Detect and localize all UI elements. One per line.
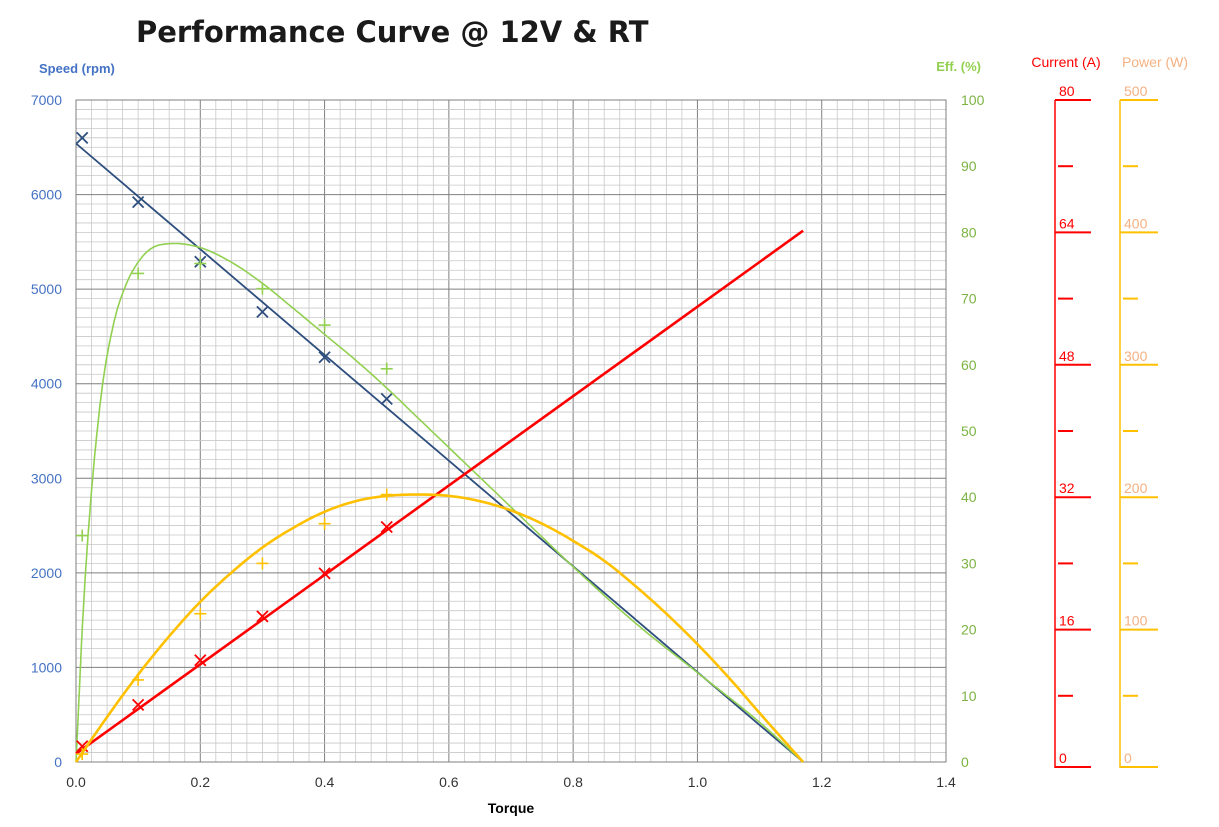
power-marker <box>318 517 331 530</box>
x-tick-label: 0.0 <box>66 774 86 790</box>
x-tick-label: 0.6 <box>439 774 459 790</box>
efficiency-marker <box>132 267 145 280</box>
speed-tick-label: 7000 <box>31 92 62 108</box>
plot-frame <box>75 99 947 763</box>
speed-tick-label: 5000 <box>31 281 62 297</box>
efficiency-marker <box>380 362 393 375</box>
current-curve <box>75 229 804 755</box>
current-axis-label: Current (A) <box>1031 54 1100 70</box>
power-marker <box>256 557 269 570</box>
efficiency-tick-label: 30 <box>961 555 977 571</box>
chart-title: Performance Curve @ 12V & RT <box>136 15 649 49</box>
power-curve <box>74 493 805 763</box>
speed-axis-label: Speed (rpm) <box>39 61 115 76</box>
x-axis-label: Torque <box>488 800 535 816</box>
efficiency-tick-label: 40 <box>961 489 977 505</box>
x-tick-label: 1.2 <box>812 774 832 790</box>
axis-ticks: 0.0 0.2 0.4 0.6 0.8 1.0 1.2 1.40100020003000400… <box>31 92 985 790</box>
efficiency-tick-label: 100 <box>961 92 985 108</box>
current-marker <box>256 610 269 623</box>
current-scale-label: 48 <box>1059 348 1075 364</box>
marker-stroke <box>132 196 145 209</box>
x-tick-label: 0.8 <box>563 774 583 790</box>
speed-tick-label: 3000 <box>31 470 62 486</box>
marker-stroke <box>256 610 269 623</box>
marker-stroke <box>380 520 393 534</box>
power-scale-label: 0 <box>1124 750 1132 766</box>
power-scale-label: 500 <box>1124 83 1148 99</box>
efficiency-marker <box>256 282 269 295</box>
current-marker <box>194 654 207 667</box>
power-axis-label: Power (W) <box>1122 54 1188 70</box>
x-tick-label: 1.0 <box>688 774 708 790</box>
x-tick-label: 0.4 <box>315 774 335 790</box>
current-marker <box>318 567 331 580</box>
current-scale-label: 80 <box>1059 83 1075 99</box>
power-scale-label: 200 <box>1124 480 1148 496</box>
current-scale-label: 0 <box>1059 750 1067 766</box>
power-marker <box>76 748 89 761</box>
speed-tick-label: 4000 <box>31 376 62 392</box>
efficiency-tick-label: 50 <box>961 423 977 439</box>
current-marker <box>380 520 393 534</box>
marker-stroke <box>380 392 393 405</box>
current-scale-label: 64 <box>1059 215 1075 231</box>
marker-stroke <box>318 567 331 580</box>
speed-marker <box>132 196 145 209</box>
speed-marker <box>318 351 331 364</box>
marker-stroke <box>132 698 145 712</box>
marker-stroke <box>76 740 89 753</box>
efficiency-tick-label: 60 <box>961 357 977 373</box>
current-scale-label: 32 <box>1059 480 1075 496</box>
speed-marker <box>380 392 393 405</box>
power-scale-label: 100 <box>1124 613 1148 629</box>
current-marker <box>132 698 145 712</box>
side-scales: 0 16 32 48 64 80 0 100 200 300 400 500 <box>1054 83 1158 768</box>
efficiency-marker <box>318 319 331 332</box>
efficiency-marker <box>76 529 89 542</box>
speed-tick-label: 0 <box>54 754 62 770</box>
speed-tick-label: 2000 <box>31 565 62 581</box>
power-marker <box>380 488 393 501</box>
power-marker <box>194 607 207 620</box>
marker-stroke <box>76 131 89 144</box>
speed-marker <box>76 131 89 144</box>
marker-stroke <box>318 351 331 364</box>
efficiency-tick-label: 80 <box>961 224 977 240</box>
efficiency-tick-label: 90 <box>961 158 977 174</box>
x-tick-label: 0.2 <box>191 774 211 790</box>
efficiency-tick-label: 20 <box>961 622 977 638</box>
speed-marker <box>256 305 269 318</box>
series-layer <box>74 131 805 763</box>
efficiency-tick-label: 0 <box>961 754 969 770</box>
speed-tick-label: 1000 <box>31 659 62 675</box>
power-scale-label: 300 <box>1124 348 1148 364</box>
marker-stroke <box>194 654 207 667</box>
efficiency-tick-label: 70 <box>961 291 977 307</box>
x-tick-label: 1.4 <box>936 774 956 790</box>
power-marker <box>132 673 145 686</box>
marker-stroke <box>256 305 269 318</box>
current-scale-label: 16 <box>1059 613 1075 629</box>
power-scale-label: 400 <box>1124 215 1148 231</box>
grid <box>75 99 947 763</box>
speed-tick-label: 6000 <box>31 187 62 203</box>
efficiency-tick-label: 10 <box>961 688 977 704</box>
efficiency-marker <box>194 257 207 270</box>
efficiency-axis-label: Eff. (%) <box>936 59 981 74</box>
